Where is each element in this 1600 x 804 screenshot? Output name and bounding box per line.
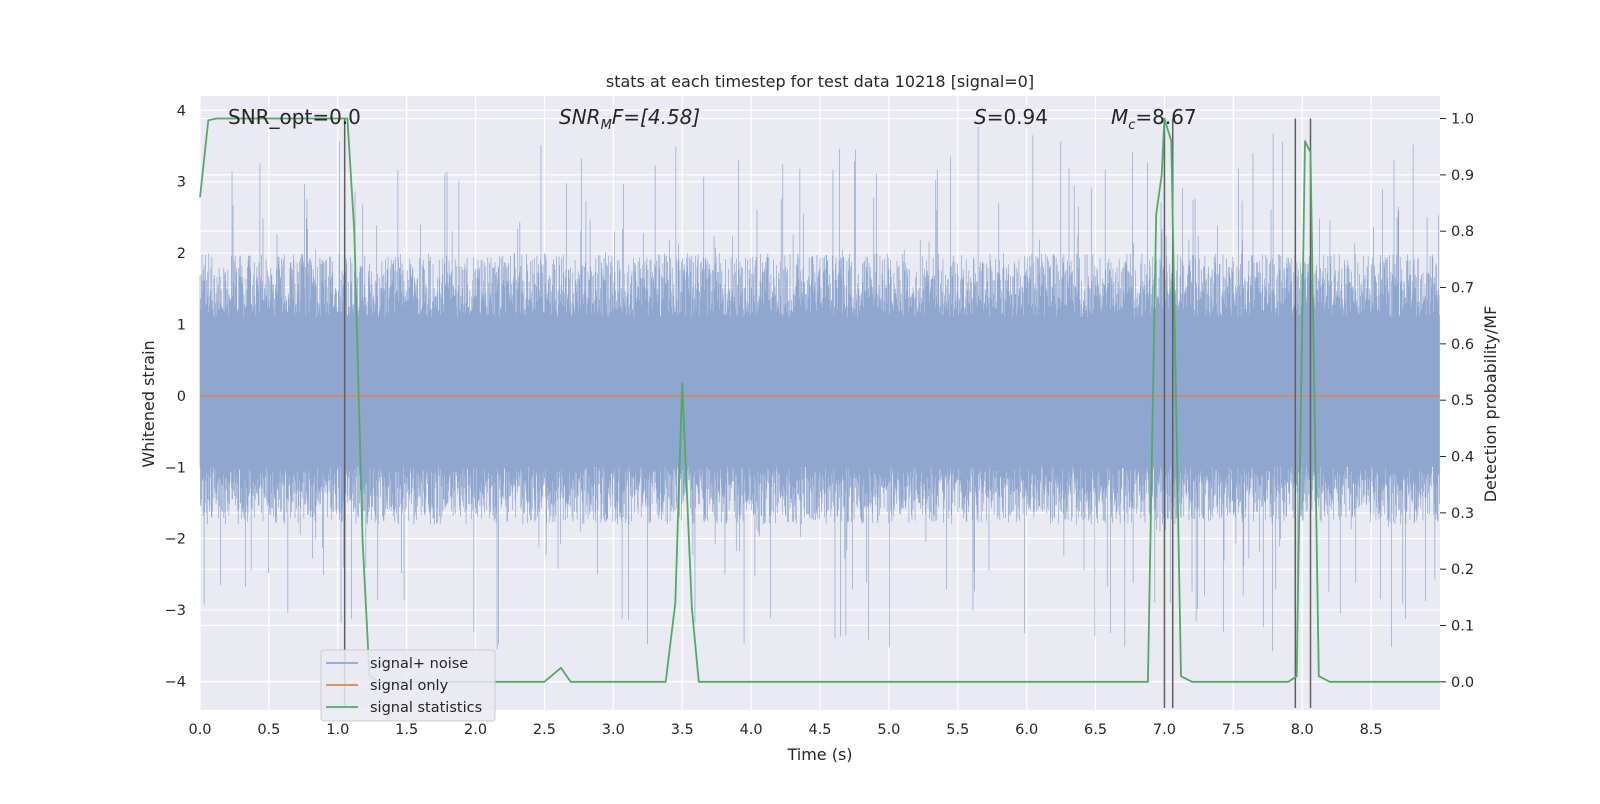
y2-axis-label: Detection probability/MF — [1481, 306, 1500, 503]
y2-tick-label: 0.7 — [1451, 281, 1474, 297]
y2-tick-label: 0.1 — [1451, 619, 1474, 635]
x-tick-label: 2.0 — [464, 722, 487, 738]
annotation-mc: Mc=8.67 — [1111, 105, 1197, 133]
y-tick-label: −1 — [165, 460, 186, 476]
x-tick-label: 4.0 — [740, 722, 763, 738]
y-tick-label: 1 — [177, 317, 186, 333]
mc-subscript: c — [1128, 118, 1135, 133]
statistics-line — [199, 117, 1440, 683]
x-tick-label: 1.5 — [395, 722, 418, 738]
y-tick-label: −4 — [165, 674, 186, 690]
x-tick-label: 5.0 — [877, 722, 900, 738]
legend-label-noise: signal+ noise — [370, 656, 468, 672]
snr-mf-suffix: F=[4.58] — [612, 105, 700, 129]
y2-tick-label: 0.8 — [1451, 224, 1474, 240]
vertical-markers — [343, 118, 1312, 708]
x-tick-label: 1.0 — [326, 722, 349, 738]
y2-tick-label: 0.3 — [1451, 506, 1474, 522]
statistics-series — [199, 117, 1440, 683]
x-tick-labels: 0.0 0.5 1.0 1.5 2.0 2.5 3.0 3.5 4.0 4.5 5.0 5.5 6.0 6… — [188, 722, 1382, 738]
x-tick-label: 4.5 — [808, 722, 831, 738]
y2-tick-label: 0.6 — [1451, 337, 1474, 353]
annotation-s: S=0.94 — [974, 105, 1048, 129]
s-variable: S — [974, 105, 987, 129]
y-tick-label: 3 — [177, 175, 186, 191]
x-tick-label: 6.5 — [1084, 722, 1107, 738]
x-tick-label: 8.0 — [1291, 722, 1314, 738]
y-tick-label: 0 — [177, 389, 186, 405]
x-tick-label: 3.5 — [671, 722, 694, 738]
x-tick-label: 0.5 — [257, 722, 280, 738]
x-tick-label: 3.0 — [602, 722, 625, 738]
y-axis-label: Whitened strain — [139, 340, 158, 467]
x-tick-label: 2.5 — [533, 722, 556, 738]
chart-title: stats at each timestep for test data 102… — [606, 72, 1034, 91]
mc-variable: M — [1111, 105, 1128, 129]
y-tick-label: 2 — [177, 246, 186, 262]
y2-tick-label: 1.0 — [1451, 112, 1474, 128]
annotation-snr-mf: SNRMF=[4.58] — [559, 105, 700, 133]
y2-tick-label: 0.0 — [1451, 675, 1474, 691]
snr-mf-subscript: M — [601, 118, 612, 133]
y2-tick-label: 0.2 — [1451, 562, 1474, 578]
annotation-snr-opt: SNR_opt=0.0 — [228, 105, 361, 129]
y2-tick-labels: 1.0 0.9 0.8 0.7 0.6 0.5 0.4 0.3 0.2 0.1 0.0 — [1440, 112, 1474, 691]
x-tick-label: 5.5 — [946, 722, 969, 738]
legend-label-signal-only: signal only — [370, 678, 449, 694]
snr-mf-prefix: SNR — [559, 105, 601, 129]
y2-tick-label: 0.4 — [1451, 450, 1474, 466]
y-tick-label: −3 — [165, 603, 186, 619]
x-tick-label: 7.5 — [1222, 722, 1245, 738]
x-axis-label: Time (s) — [786, 745, 852, 764]
x-tick-label: 8.5 — [1360, 722, 1383, 738]
x-tick-label: 6.0 — [1015, 722, 1038, 738]
y-tick-labels: 4 3 2 1 0 −1 −2 −3 −4 — [165, 103, 186, 690]
mc-value: =8.67 — [1135, 105, 1196, 129]
x-tick-label: 7.0 — [1153, 722, 1176, 738]
s-value: =0.94 — [987, 105, 1048, 129]
x-tick-label: 0.0 — [188, 722, 211, 738]
y2-tick-label: 0.5 — [1451, 393, 1474, 409]
legend: signal+ noise signal only signal statist… — [320, 649, 496, 722]
y2-tick-label: 0.9 — [1451, 168, 1474, 184]
y-tick-label: 4 — [177, 103, 186, 119]
legend-label-statistics: signal statistics — [370, 700, 482, 716]
y-tick-label: −2 — [165, 532, 186, 548]
legend-box — [320, 649, 496, 722]
